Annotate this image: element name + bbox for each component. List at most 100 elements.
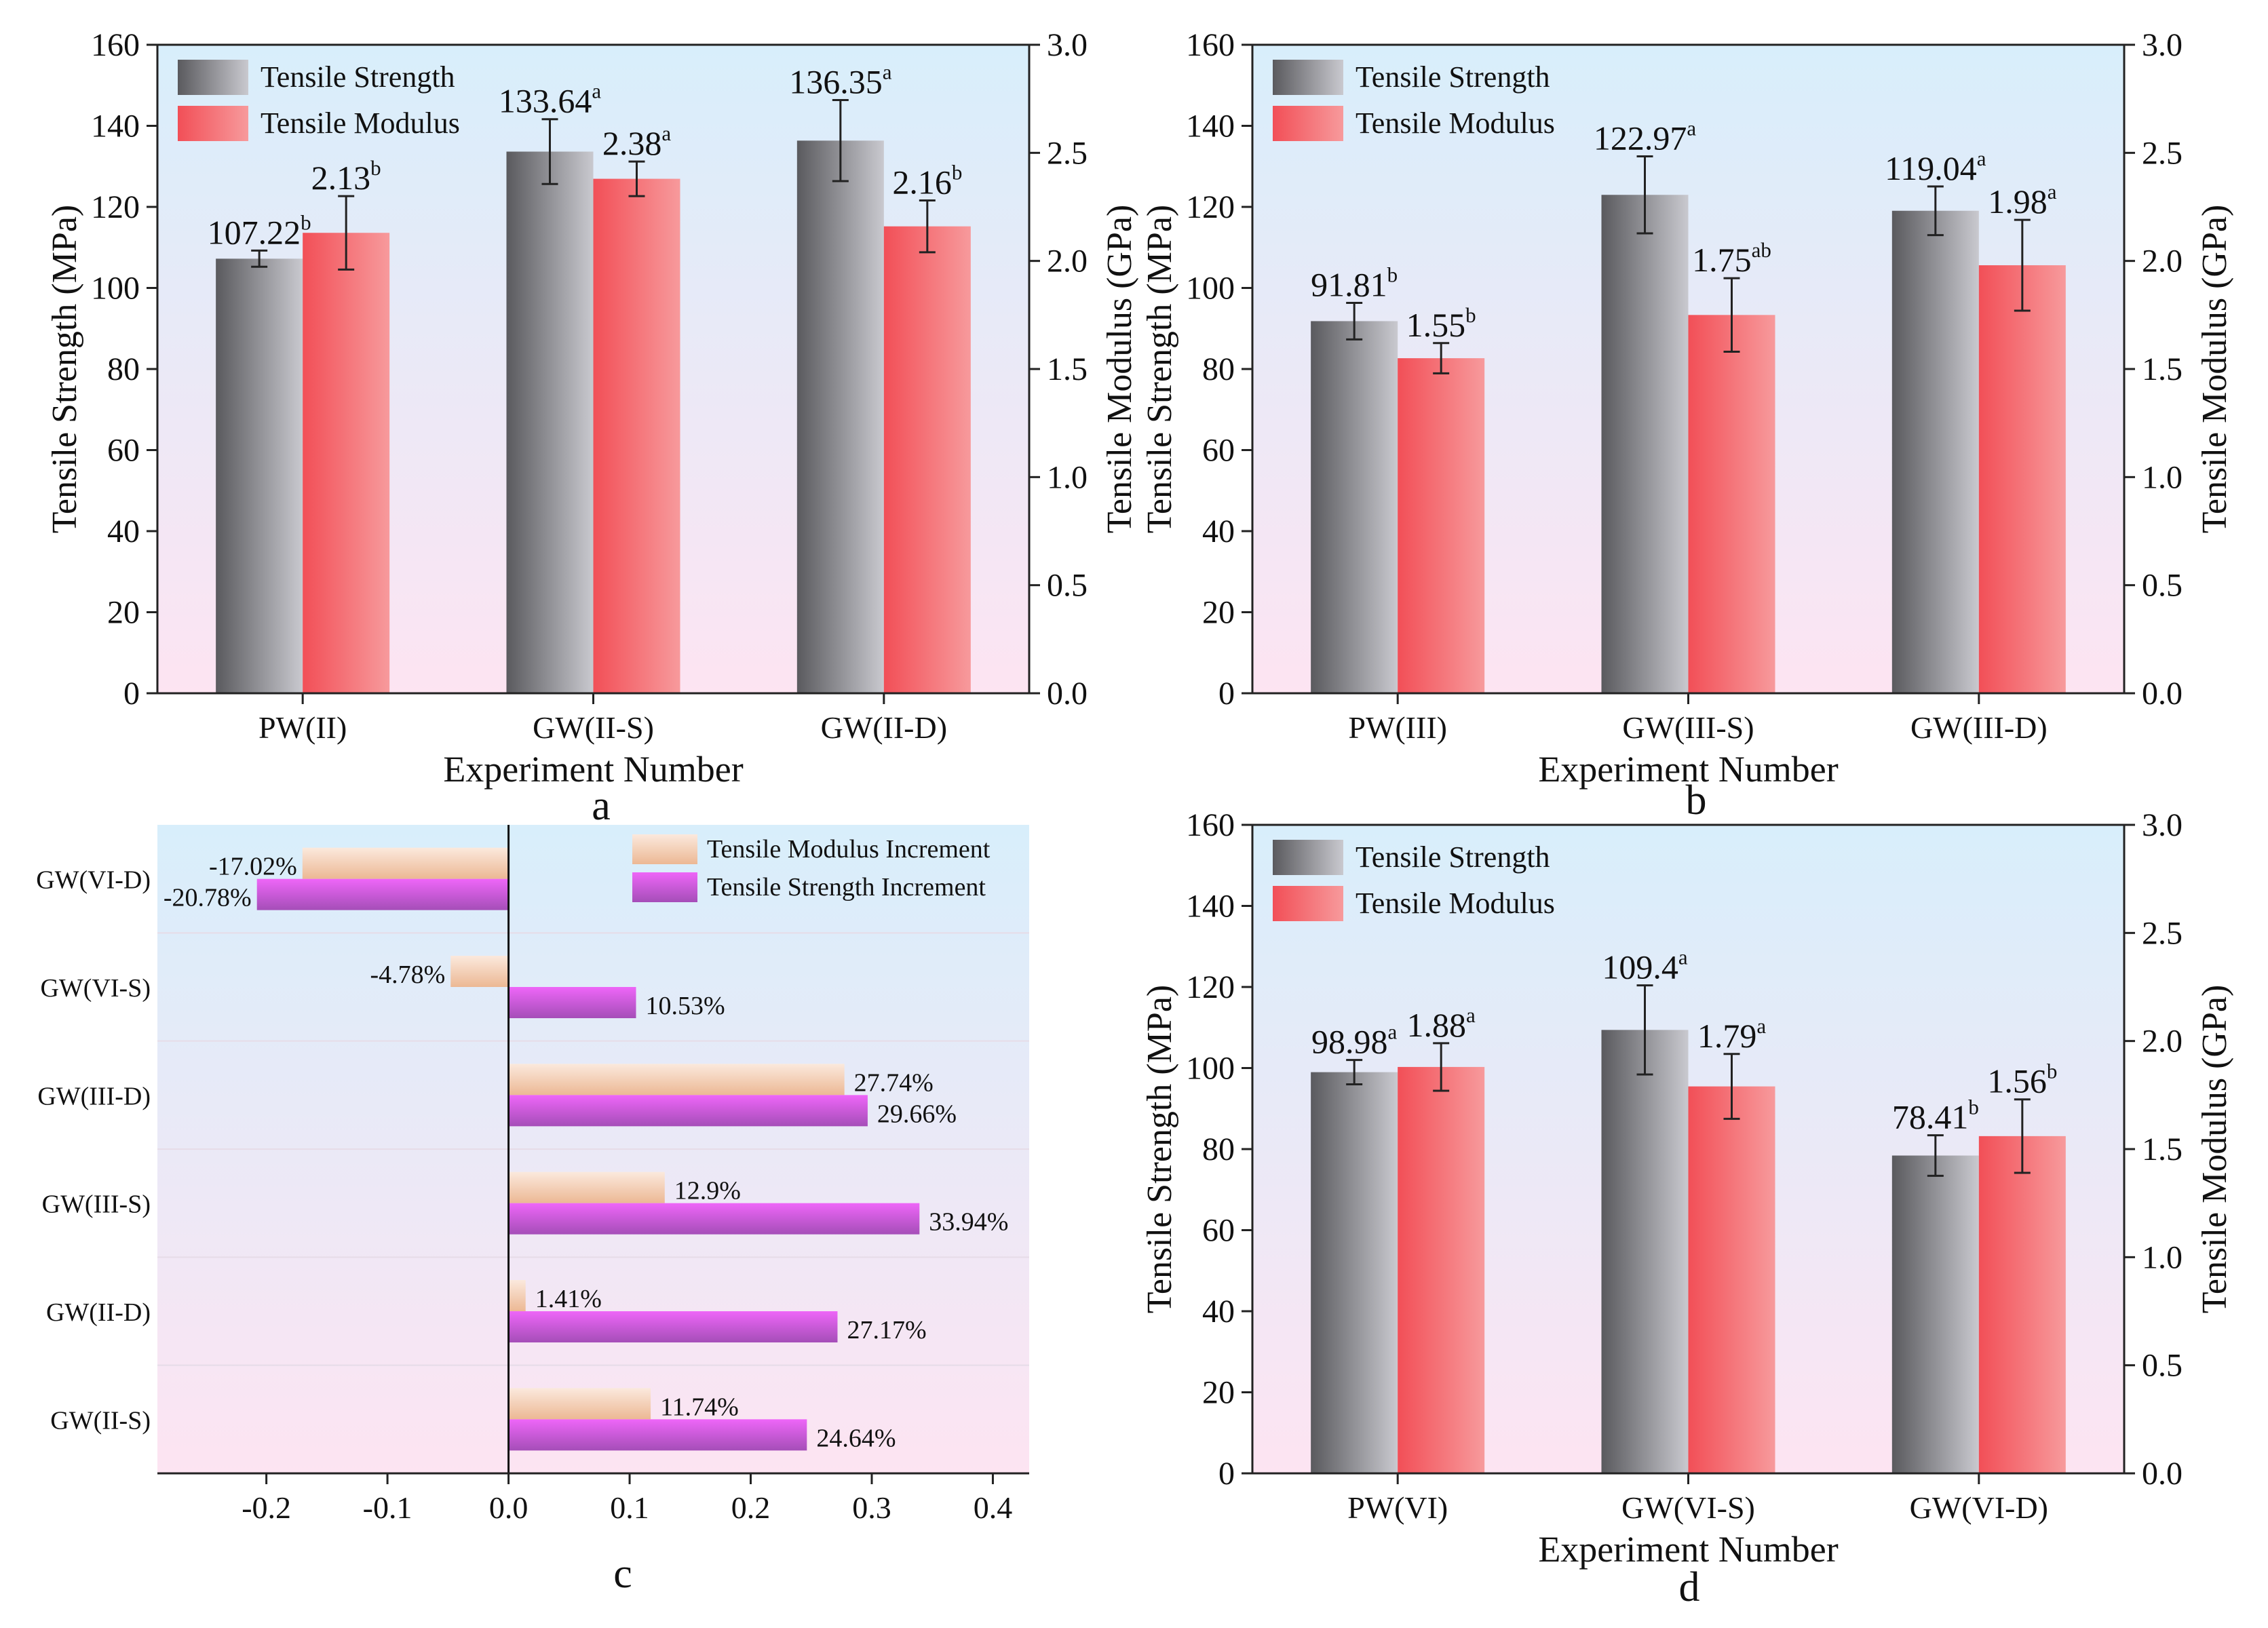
error-bar-b-1-2 [2014, 218, 2031, 312]
data-label-d-0-1: 109.4a [1602, 946, 1688, 986]
data-label-c-1-4: 27.17% [847, 1316, 926, 1344]
legend-swatch-a-0 [178, 60, 248, 95]
bar-a-modulus-0 [303, 233, 390, 693]
data-label-c-0-0: -17.02% [209, 853, 297, 881]
legend-label-d-1: Tensile Modulus [1356, 887, 1555, 920]
y-tick-label-a-1: 20 [107, 595, 140, 631]
y2-tick-label-a-5: 2.5 [1047, 135, 1088, 171]
y2-tick-label-b-2: 1.0 [2142, 459, 2183, 495]
x-tick-label-b-0: PW(III) [1348, 710, 1447, 745]
error-bar-a-1-1 [628, 160, 645, 197]
data-label-c-1-2: 29.66% [877, 1100, 957, 1128]
data-label-c-1-3: 33.94% [929, 1208, 1008, 1237]
data-label-d-1-0: 1.88a [1407, 1003, 1476, 1044]
y-tick-label-c-2: GW(III-D) [37, 1082, 151, 1110]
data-label-d-1-1: 1.79a [1697, 1014, 1767, 1055]
y-tick-label-a-3: 60 [107, 433, 140, 469]
x-tick-label-b-1: GW(III-S) [1622, 710, 1754, 745]
bar-d-strength-1 [1601, 1030, 1689, 1473]
error-bar-b-0-1 [1636, 155, 1653, 235]
error-bar-a-0-0 [251, 249, 268, 268]
y2-tick-label-b-1: 0.5 [2142, 568, 2183, 604]
legend-swatch-d-1 [1273, 886, 1343, 921]
x-tick-label-c-2: 0.0 [489, 1490, 528, 1525]
y-tick-label-b-4: 80 [1202, 351, 1235, 387]
data-label-d-0-2: 78.41b [1892, 1096, 1979, 1136]
x-axis-title-b: Experiment Number [1538, 749, 1838, 790]
y2-tick-label-b-3: 1.5 [2142, 351, 2183, 387]
y-tick-label-d-8: 160 [1186, 807, 1235, 843]
bar-d-strength-0 [1311, 1072, 1398, 1473]
error-bar-d-0-0 [1346, 1059, 1363, 1086]
y-tick-label-c-1: GW(VI-S) [40, 974, 151, 1003]
data-label-a-1-2: 2.16b [892, 160, 962, 201]
y2-tick-label-a-6: 3.0 [1047, 27, 1088, 63]
bar-c-strength-inc-3 [508, 1203, 920, 1235]
bar-c-modulus-inc-4 [508, 1280, 526, 1311]
y-tick-label-b-2: 40 [1202, 513, 1235, 549]
legend-label-c-0: Tensile Modulus Increment [707, 835, 991, 864]
x-tick-label-c-3: 0.1 [610, 1490, 649, 1525]
y-tick-label-a-0: 0 [123, 676, 140, 712]
data-label-c-1-5: 24.64% [816, 1424, 896, 1452]
y-tick-label-b-7: 140 [1186, 109, 1235, 144]
panel-label-b: b [1686, 777, 1707, 823]
x-tick-label-b-2: GW(III-D) [1910, 710, 2048, 745]
y2-axis-title-d: Tensile Modulus (GPa) [2195, 985, 2234, 1314]
y-axis-title-b: Tensile Strength (MPa) [1140, 205, 1179, 534]
x-tick-label-d-0: PW(VI) [1347, 1490, 1448, 1525]
data-label-b-1-1: 1.75ab [1692, 238, 1771, 279]
error-bar-d-1-0 [1433, 1042, 1450, 1092]
y2-tick-label-d-4: 2.0 [2142, 1024, 2183, 1060]
y-tick-label-a-4: 80 [107, 351, 140, 387]
y-tick-label-b-3: 60 [1202, 433, 1235, 469]
error-bar-b-1-0 [1433, 342, 1450, 374]
y-tick-label-b-6: 120 [1186, 189, 1235, 225]
bar-d-modulus-0 [1398, 1066, 1485, 1473]
y-tick-label-b-5: 100 [1186, 271, 1235, 307]
y-tick-label-d-5: 100 [1186, 1051, 1235, 1087]
bar-c-modulus-inc-2 [508, 1064, 845, 1096]
bar-b-strength-2 [1891, 210, 1979, 694]
bar-c-strength-inc-1 [508, 987, 636, 1018]
data-label-b-1-2: 1.98a [1988, 180, 2057, 220]
y-tick-label-d-1: 20 [1202, 1375, 1235, 1411]
data-label-b-1-0: 1.55b [1406, 303, 1476, 344]
error-bar-a-1-0 [338, 195, 355, 271]
y2-axis-title-a: Tensile Modulus (GPa) [1100, 205, 1139, 534]
x-tick-label-c-4: 0.2 [731, 1490, 771, 1525]
x-tick-label-d-2: GW(VI-D) [1910, 1490, 2048, 1525]
data-label-c-0-5: 11.74% [660, 1393, 739, 1421]
y-tick-label-a-6: 120 [91, 189, 140, 225]
bar-c-strength-inc-0 [256, 878, 509, 910]
y2-tick-label-d-1: 0.5 [2142, 1348, 2183, 1384]
bar-d-modulus-2 [1978, 1136, 2066, 1473]
y-axis-title-a: Tensile Strength (MPa) [45, 205, 84, 534]
error-bar-d-0-1 [1636, 984, 1653, 1076]
bar-b-modulus-0 [1398, 358, 1485, 693]
x-tick-label-a-0: PW(II) [258, 710, 347, 745]
bar-d-strength-2 [1891, 1155, 1979, 1473]
bar-c-modulus-inc-5 [508, 1388, 651, 1420]
data-label-c-0-4: 1.41% [535, 1285, 602, 1313]
data-label-a-1-1: 2.38a [602, 121, 672, 162]
bar-a-modulus-2 [883, 226, 971, 693]
x-tick-label-c-0: -0.2 [242, 1490, 291, 1525]
x-tick-label-a-2: GW(II-D) [821, 710, 947, 745]
x-tick-label-c-5: 0.3 [852, 1490, 891, 1525]
y2-tick-label-b-5: 2.5 [2142, 135, 2183, 171]
data-label-b-0-0: 91.81b [1311, 263, 1398, 304]
bar-c-modulus-inc-1 [450, 956, 509, 987]
y-tick-label-a-5: 100 [91, 271, 140, 307]
y2-tick-label-d-2: 1.0 [2142, 1239, 2183, 1275]
y-tick-label-c-0: GW(VI-D) [36, 866, 151, 895]
y2-tick-label-a-3: 1.5 [1047, 351, 1088, 387]
y-tick-label-c-5: GW(II-S) [50, 1406, 151, 1435]
legend-swatch-b-0 [1273, 60, 1343, 95]
error-bar-d-1-2 [2014, 1098, 2031, 1174]
y-tick-label-c-3: GW(III-S) [42, 1190, 151, 1219]
y-axis-title-d: Tensile Strength (MPa) [1140, 985, 1179, 1314]
x-tick-label-d-1: GW(VI-S) [1621, 1490, 1755, 1525]
y2-axis-title-b: Tensile Modulus (GPa) [2195, 205, 2234, 534]
